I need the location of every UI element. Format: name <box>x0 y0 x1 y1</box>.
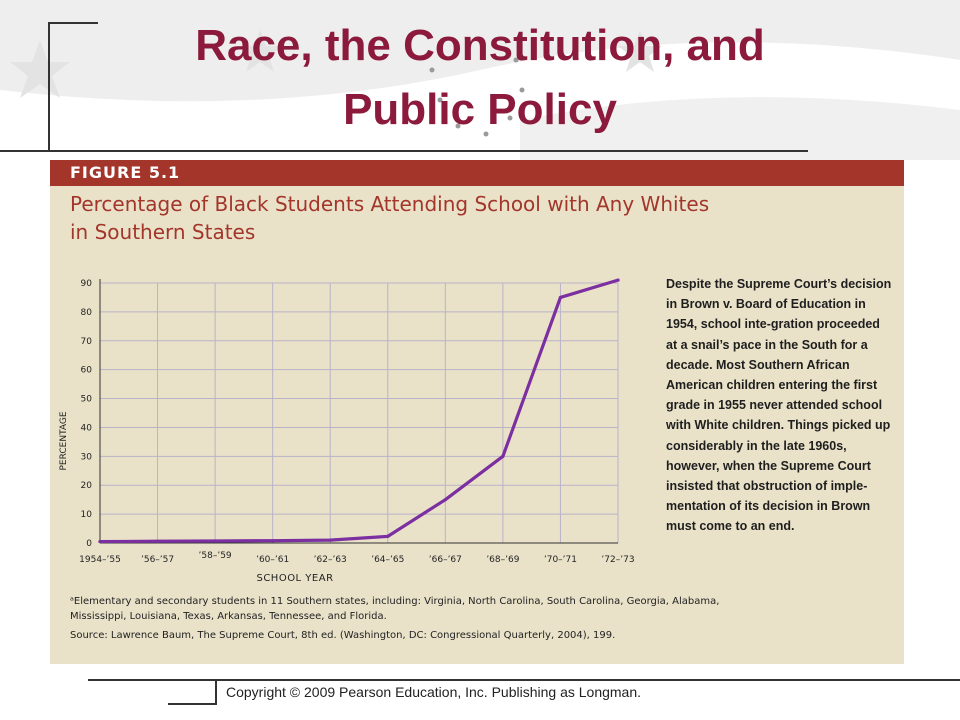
y-tick-label-3: 30 <box>81 452 93 462</box>
data-point-9 <box>616 278 620 282</box>
x-tick-label-4: ’62–’63 <box>314 555 347 565</box>
figure-caption: Despite the Supreme Court’s decision in … <box>666 277 892 534</box>
data-point-0 <box>98 539 102 544</box>
slide-title: Race, the Constitution, and Public Polic… <box>60 14 900 142</box>
data-point-4 <box>328 538 332 542</box>
data-point-3 <box>271 539 275 543</box>
x-tick-label-8: ’70–’71 <box>544 555 577 565</box>
footer-short-line <box>168 703 216 705</box>
x-tick-label-7: ’68–’69 <box>486 555 519 565</box>
x-tick-label-3: ’60–’61 <box>256 555 289 565</box>
title-frame-top-line <box>48 22 98 24</box>
copyright-text: Copyright © 2009 Pearson Education, Inc.… <box>226 684 642 700</box>
x-tick-label-0: 1954–’55 <box>79 555 121 565</box>
slide-title-line-1: Race, the Constitution, and <box>195 21 765 70</box>
x-tick-label-2: ’58–’59 <box>199 551 232 561</box>
figure-source: Source: Lawrence Baum, The Supreme Court… <box>70 630 616 641</box>
slide-title-line-2: Public Policy <box>343 85 617 134</box>
y-tick-label-5: 50 <box>81 395 93 405</box>
footer-line <box>88 679 960 681</box>
figure-title-line-2: in Southern States <box>70 220 256 244</box>
y-tick-label-9: 90 <box>81 279 93 289</box>
x-tick-label-5: ’64–’65 <box>371 555 404 565</box>
series-line <box>98 278 620 544</box>
figure-footnote: ᵃElementary and secondary students in 11… <box>70 596 720 622</box>
data-point-5 <box>386 534 390 538</box>
x-tick-label-9: ’72–’73 <box>601 555 634 565</box>
data-point-6 <box>443 498 447 502</box>
line-chart: 0 10 20 30 40 50 60 70 80 90 1954–’55 ’56–’57 ’58–’5… <box>59 278 635 584</box>
x-tick-label-1: ’56–’57 <box>141 555 174 565</box>
data-point-2 <box>213 539 217 543</box>
figure-title: Percentage of Black Students Attending S… <box>70 190 770 246</box>
y-axis-title: PERCENTAGE <box>59 411 69 470</box>
title-frame-vertical-line <box>48 22 50 150</box>
figure-panel: 0 10 20 30 40 50 60 70 80 90 1954–’55 ’56–’57 ’58–’5… <box>50 160 904 664</box>
footer-tick <box>215 679 217 705</box>
x-axis-title: SCHOOL YEAR <box>256 573 333 584</box>
data-point-8 <box>558 295 563 300</box>
y-tick-label-0: 0 <box>86 539 92 549</box>
figure-label: FIGURE 5.1 <box>70 163 181 182</box>
y-tick-label-2: 20 <box>81 481 93 491</box>
y-tick-label-6: 60 <box>81 366 93 376</box>
y-tick-label-7: 70 <box>81 337 93 347</box>
y-tick-label-4: 40 <box>81 423 93 433</box>
data-point-7 <box>501 454 505 458</box>
figure-header-bar: FIGURE 5.1 <box>50 160 904 186</box>
data-point-1 <box>155 539 160 543</box>
x-tick-label-6: ’66–’67 <box>429 555 462 565</box>
figure-title-line-1: Percentage of Black Students Attending S… <box>70 192 710 216</box>
title-underline <box>0 150 808 152</box>
y-tick-label-8: 80 <box>81 308 93 318</box>
y-tick-label-1: 10 <box>81 510 93 520</box>
